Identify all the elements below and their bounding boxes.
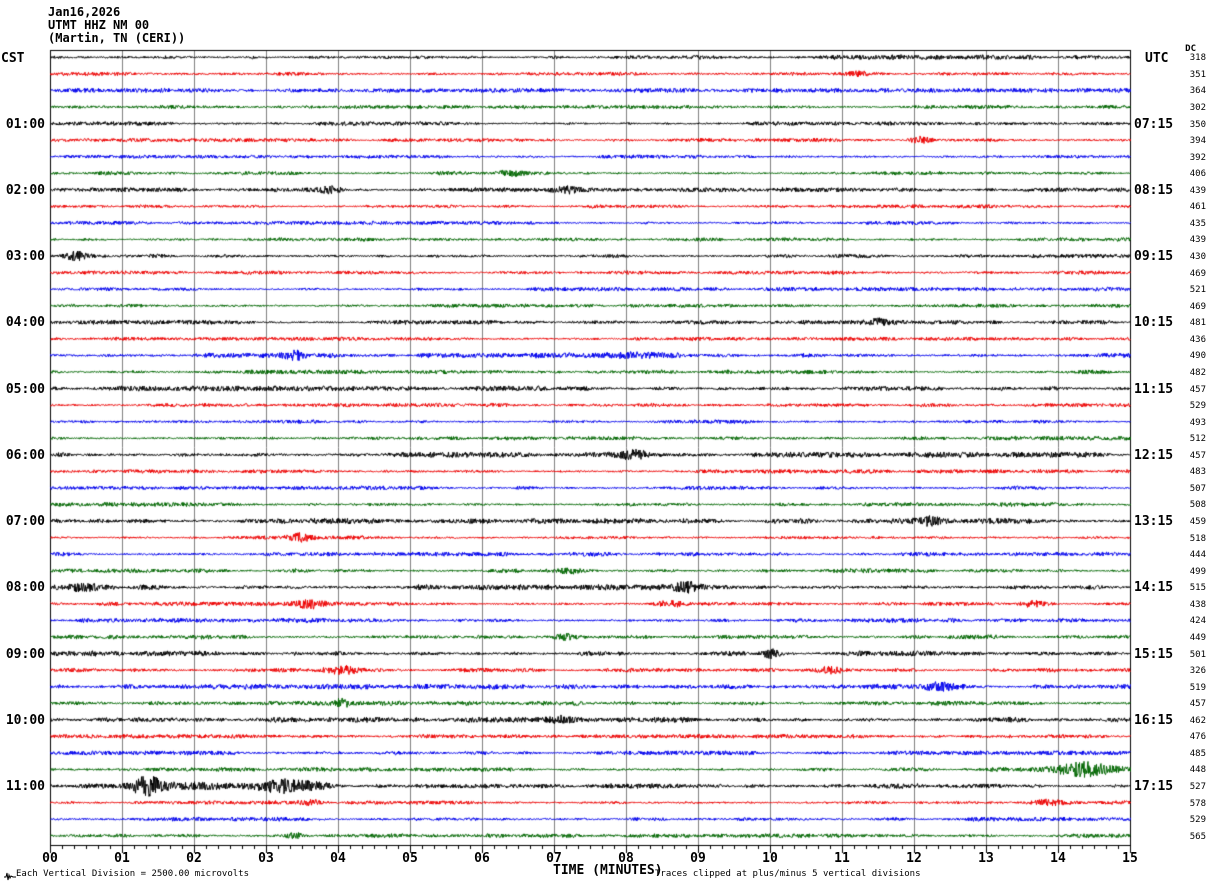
title-date: Jan16,2026 <box>48 5 121 19</box>
title-location: (Martin, TN (CERI)) <box>48 31 186 45</box>
footer-clip-note: Traces clipped at plus/minus 5 vertical … <box>655 869 921 879</box>
dc-column-header: DC <box>1185 44 1196 54</box>
footer-scale-note: Each Vertical Division = 2500.00 microvo… <box>16 869 249 879</box>
title-station: UTMT HHZ NM 00 <box>48 18 150 32</box>
x-axis-title: TIME (MINUTES) <box>553 863 663 878</box>
timezone-right-label: UTC <box>1145 51 1169 66</box>
timezone-left-label: CST <box>1 51 25 66</box>
title-block: Jan16,2026 UTMT HHZ NM 00 (Martin, TN (C… <box>48 6 185 45</box>
mini-trace-icon <box>4 872 16 881</box>
